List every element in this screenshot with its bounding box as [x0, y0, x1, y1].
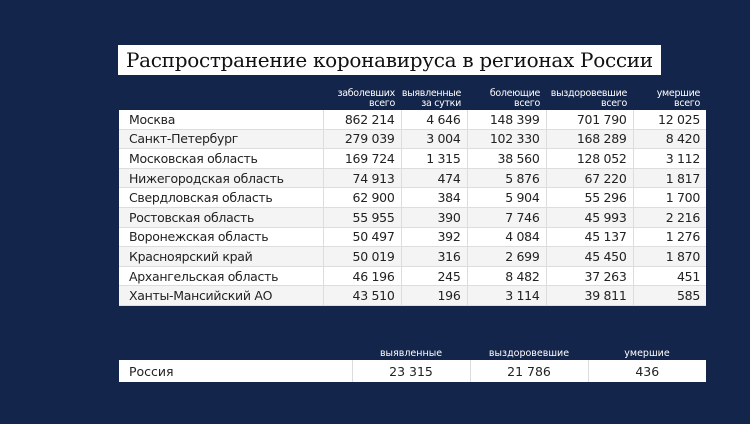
- region-name: Санкт-Петербург: [119, 129, 323, 150]
- column-header-cases-total: заболевших всего: [323, 89, 395, 109]
- recovered: 45 450: [545, 246, 633, 267]
- recovered: 67 220: [545, 168, 633, 189]
- header-line: всего: [369, 98, 395, 109]
- new-daily: 196: [400, 285, 467, 306]
- column-header-new-daily: выявленные за сутки: [395, 89, 461, 109]
- table-row: Санкт-Петербург 279 039 3 004 102 330 168 28…: [119, 129, 706, 150]
- recovered: 45 993: [545, 207, 633, 228]
- cases-total: 50 497: [322, 227, 401, 248]
- recovered: 55 296: [545, 187, 633, 208]
- active: 4 084: [466, 227, 546, 248]
- total-header-deaths: умершие: [624, 348, 670, 359]
- deaths: 8 420: [632, 129, 706, 150]
- deaths: 1 700: [632, 187, 706, 208]
- new-daily: 3 004: [400, 129, 467, 150]
- new-daily: 474: [400, 168, 467, 189]
- total-header-new: выявленные: [379, 348, 443, 359]
- recovered: 39 811: [545, 285, 633, 306]
- table-row: Россия 23 315 21 786 436: [119, 360, 706, 382]
- header-line: болеющие: [489, 88, 540, 99]
- region-name: Красноярский край: [119, 246, 323, 267]
- table-row: Воронежская область 50 497 392 4 084 45 137 1…: [119, 227, 706, 248]
- deaths: 1 276: [632, 227, 706, 248]
- deaths: 1 817: [632, 168, 706, 189]
- active: 7 746: [466, 207, 546, 228]
- region-name: Воронежская область: [119, 227, 323, 248]
- column-header-active: болеющие всего: [461, 89, 540, 109]
- header-line: заболевших: [337, 88, 395, 99]
- cases-total: 43 510: [322, 285, 401, 306]
- header-line: за сутки: [421, 98, 461, 109]
- recovered: 37 263: [545, 266, 633, 287]
- region-name: Московская область: [119, 148, 323, 169]
- region-name: Москва: [119, 110, 323, 130]
- new-daily: 390: [400, 207, 467, 228]
- recovered: 45 137: [545, 227, 633, 248]
- country-name: Россия: [129, 363, 174, 379]
- table-row: Архангельская область 46 196 245 8 482 37 26…: [119, 266, 706, 287]
- active: 5 904: [466, 187, 546, 208]
- total-new: 23 315: [351, 360, 470, 382]
- deaths: 451: [632, 266, 706, 287]
- active: 148 399: [466, 110, 546, 130]
- table-row: Красноярский край 50 019 316 2 699 45 450 1 8…: [119, 246, 706, 267]
- column-header-recovered: выздоровевшие всего: [540, 88, 628, 109]
- column-header-deaths: умершие всего: [627, 88, 701, 109]
- new-daily: 4 646: [400, 110, 467, 130]
- active: 8 482: [466, 266, 546, 287]
- recovered: 128 052: [545, 148, 633, 169]
- deaths: 3 112: [632, 148, 706, 169]
- table-row: Свердловская область 62 900 384 5 904 55 296…: [119, 187, 706, 208]
- active: 2 699: [466, 246, 546, 267]
- deaths: 2 216: [632, 207, 706, 228]
- new-daily: 245: [400, 266, 467, 287]
- active: 3 114: [466, 285, 546, 306]
- header-line: всего: [601, 98, 627, 109]
- table-row: Москва 862 214 4 646 148 399 701 790 12 025: [119, 110, 706, 130]
- header-line: всего: [514, 98, 540, 109]
- total-deaths: 436: [587, 360, 706, 382]
- active: 5 876: [466, 168, 546, 189]
- deaths: 1 870: [632, 246, 706, 267]
- active: 102 330: [466, 129, 546, 150]
- new-daily: 1 315: [400, 148, 467, 169]
- region-name: Свердловская область: [119, 187, 323, 208]
- russia-total-table: Россия 23 315 21 786 436: [119, 360, 706, 382]
- regions-table: Москва 862 214 4 646 148 399 701 790 12 025 Са…: [119, 110, 706, 306]
- cases-total: 169 724: [322, 148, 401, 169]
- cases-total: 62 900: [322, 187, 401, 208]
- page-title: Распространение коронавируса в регионах …: [118, 45, 661, 75]
- header-line: выздоровевшие: [550, 88, 628, 99]
- new-daily: 316: [400, 246, 467, 267]
- active: 38 560: [466, 148, 546, 169]
- table-row: Нижегородская область 74 913 474 5 876 67 22…: [119, 168, 706, 189]
- recovered: 168 289: [545, 129, 633, 150]
- recovered: 701 790: [545, 110, 633, 130]
- deaths: 12 025: [632, 110, 706, 130]
- header-line: всего: [674, 98, 700, 109]
- header-line: выявленные: [401, 88, 461, 99]
- table-row: Московская область 169 724 1 315 38 560 128 …: [119, 148, 706, 169]
- region-name: Ханты-Мансийский АО: [119, 285, 323, 306]
- new-daily: 392: [400, 227, 467, 248]
- cases-total: 74 913: [322, 168, 401, 189]
- cases-total: 279 039: [322, 129, 401, 150]
- cases-total: 50 019: [322, 246, 401, 267]
- total-header-recovered: выздоровевшие: [488, 348, 570, 359]
- region-name: Архангельская область: [119, 266, 323, 287]
- cases-total: 862 214: [322, 110, 401, 130]
- total-recovered: 21 786: [469, 360, 588, 382]
- deaths: 585: [632, 285, 706, 306]
- cases-total: 55 955: [322, 207, 401, 228]
- cases-total: 46 196: [322, 266, 401, 287]
- region-name: Нижегородская область: [119, 168, 323, 189]
- table-row: Ханты-Мансийский АО 43 510 196 3 114 39 811 5…: [119, 285, 706, 306]
- table-row: Ростовская область 55 955 390 7 746 45 993 2 …: [119, 207, 706, 228]
- region-name: Ростовская область: [119, 207, 323, 228]
- header-line: умершие: [656, 88, 701, 99]
- new-daily: 384: [400, 187, 467, 208]
